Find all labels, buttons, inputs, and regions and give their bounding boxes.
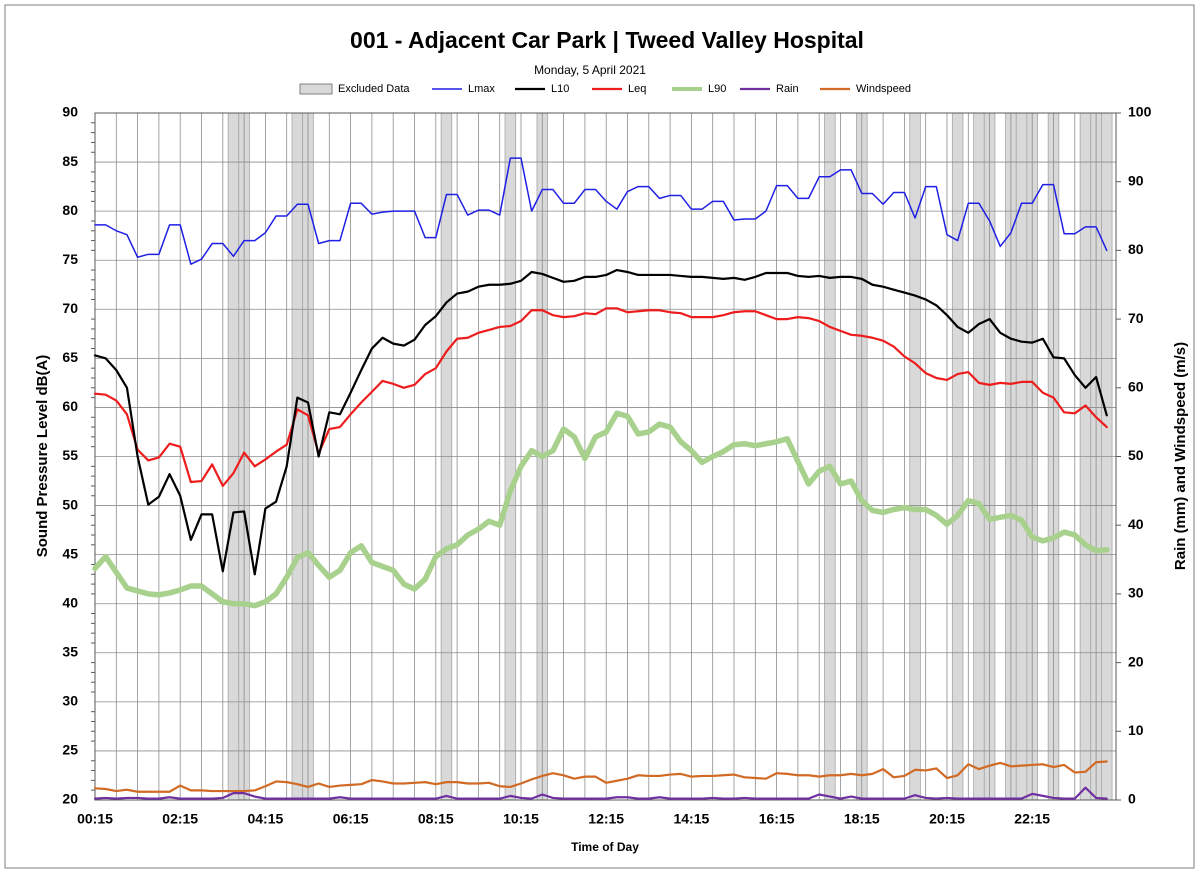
y-tick-label: 30 <box>62 693 78 709</box>
y-tick-label: 55 <box>62 447 78 463</box>
y-tick-label: 85 <box>62 153 78 169</box>
legend-swatch <box>299 83 333 95</box>
y-tick-label: 40 <box>62 594 78 610</box>
legend-label: L90 <box>708 83 726 95</box>
x-tick-label: 22:15 <box>1014 811 1050 827</box>
x-tick-label: 04:15 <box>247 811 283 827</box>
y2-tick-label: 70 <box>1128 310 1144 326</box>
y-tick-label: 35 <box>62 643 78 659</box>
series-line <box>93 786 1108 800</box>
y2-tick-label: 90 <box>1128 172 1144 188</box>
x-tick-label: 16:15 <box>759 811 795 827</box>
y-tick-label: 60 <box>62 398 78 414</box>
x-axis-label: Time of Day <box>571 840 639 854</box>
y2-tick-label: 60 <box>1128 379 1144 395</box>
series-line <box>93 268 1108 576</box>
legend-label: Leq <box>628 83 646 95</box>
y-tick-label: 90 <box>62 104 78 120</box>
y-tick-label: 70 <box>62 300 78 316</box>
y2-axis-label: Rain (mm) and Windspeed (m/s) <box>1172 342 1189 570</box>
y2-tick-label: 40 <box>1128 516 1144 532</box>
y2-tick-label: 80 <box>1128 241 1144 257</box>
x-tick-label: 08:15 <box>418 811 454 827</box>
chart-title: 001 - Adjacent Car Park | Tweed Valley H… <box>350 27 864 53</box>
x-tick-label: 00:15 <box>77 811 113 827</box>
y-tick-label: 75 <box>62 251 78 267</box>
y-tick-label: 25 <box>62 742 78 758</box>
x-tick-label: 18:15 <box>844 811 880 827</box>
x-tick-label: 20:15 <box>929 811 965 827</box>
y-tick-label: 65 <box>62 349 78 365</box>
y2-tick-label: 100 <box>1128 104 1152 120</box>
y-tick-label: 50 <box>62 496 78 512</box>
x-tick-label: 10:15 <box>503 811 539 827</box>
y-tick-label: 45 <box>62 545 78 561</box>
series-line <box>93 760 1108 793</box>
x-tick-label: 14:15 <box>673 811 709 827</box>
y2-tick-label: 30 <box>1128 585 1144 601</box>
legend-label: Windspeed <box>856 83 911 95</box>
y-tick-label: 80 <box>62 202 78 218</box>
x-tick-label: 12:15 <box>588 811 624 827</box>
plot-frame <box>94 112 1117 801</box>
x-tick-label: 06:15 <box>333 811 369 827</box>
series-line <box>94 157 1108 265</box>
y2-tick-label: 0 <box>1128 791 1136 807</box>
legend-label: Excluded Data <box>338 83 410 95</box>
legend-label: L10 <box>551 83 569 95</box>
series-line <box>93 307 1108 488</box>
chart-subtitle: Monday, 5 April 2021 <box>534 63 646 77</box>
y-axis-label: Sound Pressure Level dB(A) <box>34 355 51 558</box>
y2-tick-label: 20 <box>1128 653 1144 669</box>
x-tick-label: 02:15 <box>162 811 198 827</box>
y2-tick-label: 10 <box>1128 722 1144 738</box>
y-tick-label: 20 <box>62 791 78 807</box>
legend-label: Rain <box>776 83 799 95</box>
legend-label: Lmax <box>468 83 495 95</box>
y2-tick-label: 50 <box>1128 447 1144 463</box>
series-line <box>92 410 1110 609</box>
